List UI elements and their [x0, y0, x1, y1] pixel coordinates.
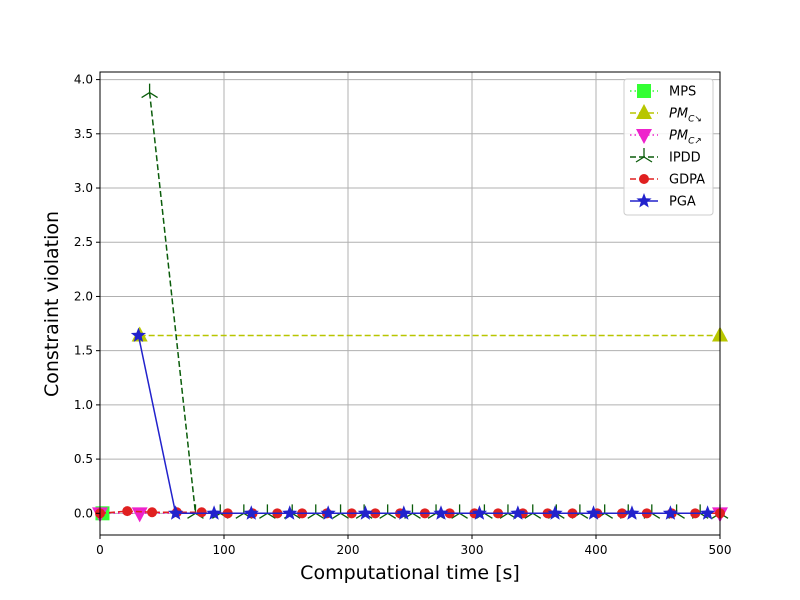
legend-label: GDPA — [669, 173, 705, 188]
legend-label: MPS — [669, 85, 696, 100]
x-tick-label: 500 — [709, 543, 732, 557]
legend-item: MPS — [630, 84, 696, 100]
data-point — [332, 504, 349, 519]
plot-frame — [99, 71, 721, 536]
data-point — [282, 505, 298, 520]
y-tick-label: 4.0 — [74, 73, 93, 87]
data-point — [206, 505, 222, 520]
data-point — [524, 504, 542, 519]
legend-item: IPDD — [630, 148, 701, 166]
data-point — [122, 506, 133, 517]
y-tick-label: 0.5 — [74, 452, 93, 466]
legend-label: IPDD — [669, 151, 701, 166]
data-point — [433, 505, 449, 520]
data-point — [147, 507, 158, 518]
legend-label-sub: C↘ — [688, 115, 702, 125]
data-point — [130, 327, 147, 342]
legend-marker — [636, 129, 652, 144]
data-point — [307, 504, 325, 519]
y-tick-label: 3.0 — [74, 181, 93, 195]
legend-marker — [636, 104, 652, 119]
axis-ticks: 0 100 200 300 400 500 0.0 0.5 1.0 1.5 2.0 2.5 3.0 3.5… — [74, 73, 732, 557]
data-point — [547, 505, 563, 520]
data-point — [168, 505, 184, 520]
legend-label: PMC↗ — [669, 129, 702, 147]
data-point — [379, 504, 397, 519]
legend-marker — [636, 193, 652, 208]
data-point — [471, 505, 488, 520]
y-tick-label: 0.0 — [74, 506, 93, 520]
data-point — [320, 505, 336, 520]
x-tick-label: 200 — [337, 543, 360, 557]
data-point — [131, 507, 148, 523]
series-line — [137, 335, 708, 515]
data-point — [662, 505, 679, 520]
legend-item: PMC↘ — [630, 104, 702, 125]
legend-label-sub: C↗ — [688, 137, 702, 147]
series-layer — [92, 83, 729, 523]
data-point — [699, 505, 716, 520]
legend-label: PMC↘ — [669, 107, 702, 125]
y-tick-label: 3.5 — [74, 127, 93, 141]
data-point — [451, 504, 468, 519]
legend-marker — [635, 148, 653, 163]
data-point — [396, 505, 412, 520]
legend-label: PGA — [669, 195, 696, 210]
legend-item: PGA — [630, 193, 696, 210]
data-point — [259, 504, 276, 519]
legend-marker — [637, 84, 651, 98]
data-point — [624, 505, 640, 520]
y-tick-label: 2.0 — [74, 289, 93, 303]
data-point — [243, 505, 259, 520]
data-point — [141, 83, 158, 99]
series-pga — [130, 327, 716, 520]
x-tick-label: 0 — [96, 543, 104, 557]
legend-label-main: PM — [669, 107, 688, 122]
x-axis-label: Computational time [s] — [300, 562, 520, 584]
x-tick-label: 300 — [461, 543, 484, 557]
x-tick-label: 100 — [213, 543, 236, 557]
data-point — [585, 505, 602, 520]
legend-item: PMC↗ — [630, 129, 702, 147]
series-pm-c- — [131, 326, 728, 342]
y-tick-label: 2.5 — [74, 235, 93, 249]
data-point — [196, 507, 207, 518]
legend-label-main: PM — [669, 129, 688, 144]
y-axis-label: Constraint violation — [41, 211, 63, 397]
legend-item: GDPA — [630, 173, 705, 188]
data-point — [510, 505, 526, 520]
y-tick-label: 1.5 — [74, 344, 93, 358]
data-point — [357, 505, 373, 520]
y-tick-label: 1.0 — [74, 398, 93, 412]
x-tick-label: 400 — [585, 543, 608, 557]
legend-marker — [639, 174, 649, 184]
